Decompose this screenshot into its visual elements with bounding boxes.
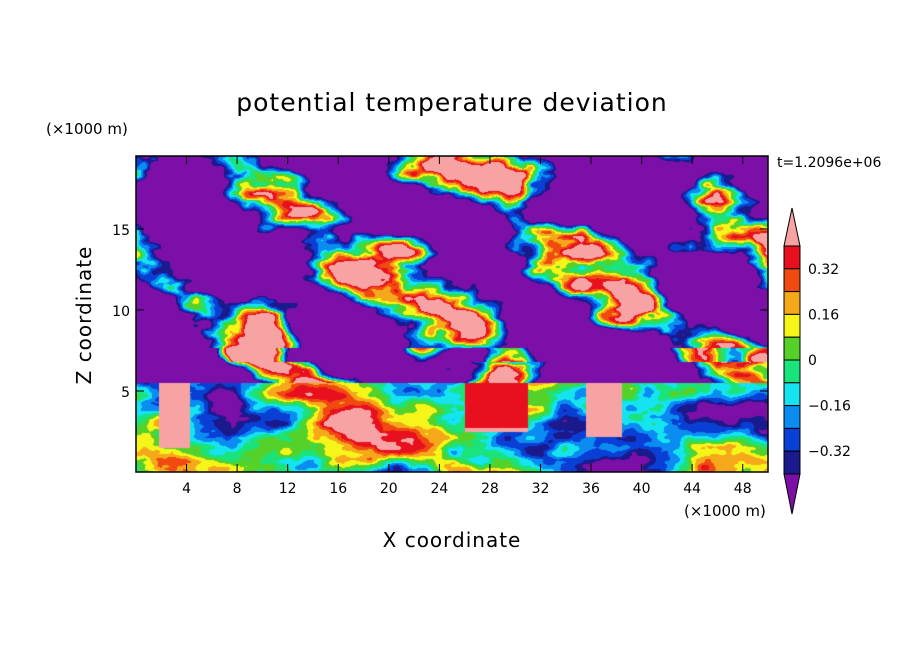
- x-tick-label: 16: [329, 481, 347, 497]
- x-axis-unit: (×1000 m): [684, 502, 766, 520]
- colorbar-box: [783, 336, 801, 361]
- y-tick-label: 15: [112, 223, 130, 239]
- colorbar-box: [783, 382, 801, 407]
- x-tick-label: 36: [582, 481, 600, 497]
- x-tick-label: 28: [481, 481, 499, 497]
- colorbar-box: [783, 359, 801, 384]
- x-tick-label: 40: [633, 481, 651, 497]
- x-tick-label: 8: [233, 481, 242, 497]
- colorbar-tick-label: 0.32: [808, 262, 839, 278]
- x-tick-label: 4: [182, 481, 191, 497]
- colorbar-tick-label: 0.16: [808, 307, 839, 323]
- y-tick-label: 10: [112, 304, 130, 320]
- colorbar-tick-label: 0: [808, 353, 817, 369]
- colorbar-tick-label: −0.32: [808, 444, 851, 460]
- colorbar-box: [783, 245, 801, 270]
- colorbar-extend-bottom: [783, 473, 801, 515]
- colorbar-box: [783, 450, 801, 475]
- colorbar-tick-label: −0.16: [808, 399, 851, 415]
- heatmap-canvas: [136, 156, 768, 472]
- colorbar-box: [783, 427, 801, 452]
- x-ticks: 4 8 12 16 20 24 28 32 36 40 44 48: [182, 156, 752, 497]
- x-tick-label: 48: [734, 481, 752, 497]
- heatmap-raster: [136, 156, 768, 472]
- x-axis-label: X coordinate: [382, 528, 522, 552]
- plot-frame: [135, 155, 769, 473]
- colorbar: 0.32 0.16 0 −0.16 −0.32: [783, 207, 851, 515]
- y-axis-unit: (×1000 m): [46, 120, 128, 138]
- x-tick-label: 44: [683, 481, 701, 497]
- x-tick-label: 32: [532, 481, 550, 497]
- y-ticks: 5 10 15: [112, 223, 768, 401]
- x-tick-label: 24: [430, 481, 448, 497]
- y-tick-label: 5: [121, 385, 130, 401]
- heatmap-field: [136, 156, 768, 472]
- colorbar-box: [783, 313, 801, 338]
- colorbar-box: [783, 291, 801, 315]
- x-tick-label: 20: [380, 481, 398, 497]
- time-label: t=1.2096e+06: [777, 155, 882, 171]
- x-tick-label: 12: [279, 481, 297, 497]
- chart-title: potential temperature deviation: [236, 88, 668, 117]
- colorbar-extend-top: [783, 207, 801, 247]
- colorbar-box: [783, 268, 801, 293]
- colorbar-box: [783, 405, 801, 429]
